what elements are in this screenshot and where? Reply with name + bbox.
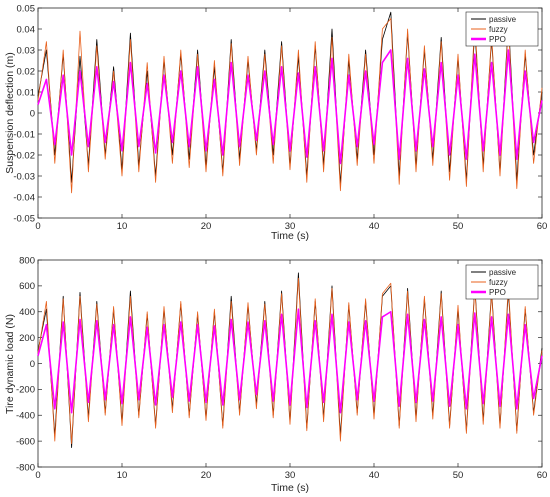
y-tick-label: -400	[16, 411, 35, 422]
x-tick-group: 0 10 20 30 40 50 60	[35, 260, 547, 481]
legend: passive fuzzy PPO	[465, 264, 539, 300]
legend-label-passive: passive	[489, 15, 517, 24]
y-tick-label: 800	[19, 255, 35, 266]
x-tick-label: 40	[369, 470, 380, 481]
y-tick-label: 200	[19, 333, 35, 344]
y-tick-label: -200	[16, 385, 35, 396]
x-tick-label: 20	[201, 221, 212, 232]
x-tick-label: 0	[35, 221, 40, 232]
x-tick-label: 0	[35, 470, 40, 481]
y-tick-label: 600	[19, 281, 35, 292]
legend-label-ppo: PPO	[489, 35, 506, 44]
y-axis-label: Tire dynamic load (N)	[4, 314, 16, 414]
tire-dynamic-load-panel: -800 -600 -400 -200 0 200 400 600 800 0 10 20 30 40 5…	[4, 255, 547, 494]
x-tick-label: 40	[369, 221, 380, 232]
legend-label-passive: passive	[489, 268, 517, 277]
x-tick-label: 20	[201, 470, 212, 481]
y-tick-label: -0.03	[13, 171, 35, 182]
y-tick-label: -0.04	[13, 192, 35, 203]
y-tick-label: -800	[16, 462, 35, 473]
x-axis-label: Time (s)	[271, 482, 309, 494]
series-line-ppo	[37, 49, 543, 165]
y-axis-label: Suspension deflection (m)	[4, 52, 16, 173]
legend-label-fuzzy: fuzzy	[489, 25, 508, 34]
x-tick-label: 30	[285, 221, 296, 232]
x-axis-label: Time (s)	[271, 230, 309, 242]
legend-label-ppo: PPO	[489, 288, 506, 297]
x-tick-label: 10	[117, 221, 128, 232]
y-tick-label: -0.01	[13, 129, 35, 140]
legend: passive fuzzy PPO	[465, 11, 539, 47]
series-group	[37, 272, 543, 448]
x-tick-label: 60	[537, 470, 548, 481]
y-tick-label: 0	[30, 108, 35, 119]
x-tick-label: 50	[453, 221, 464, 232]
y-tick-label: 0.02	[17, 66, 36, 77]
x-tick-label: 50	[453, 470, 464, 481]
series-line-fuzzy	[37, 18, 543, 194]
x-tick-label: 30	[285, 470, 296, 481]
series-line-ppo	[37, 308, 543, 414]
legend-label-fuzzy: fuzzy	[489, 278, 508, 287]
series-group	[37, 11, 543, 194]
y-tick-label: -600	[16, 436, 35, 447]
y-tick-label: -0.02	[13, 150, 35, 161]
x-tick-group: 0 10 20 30 40 50 60	[35, 8, 547, 232]
x-tick-label: 10	[117, 470, 128, 481]
y-tick-label: -0.05	[13, 213, 35, 224]
y-tick-label: 0.03	[17, 45, 36, 56]
suspension-deflection-panel: -0.05 -0.04 -0.03 -0.02 -0.01 0 0.01 0.02 0.03 0.…	[4, 3, 547, 242]
y-tick-group: -800 -600 -400 -200 0 200 400 600 800	[16, 255, 542, 473]
y-tick-group: -0.05 -0.04 -0.03 -0.02 -0.01 0 0.01 0.02 0.03 0.…	[13, 3, 542, 224]
y-tick-label: 0.05	[17, 3, 36, 14]
y-tick-label: 400	[19, 307, 35, 318]
y-tick-label: 0.01	[17, 87, 36, 98]
x-tick-label: 60	[537, 221, 548, 232]
y-tick-label: 0.04	[17, 24, 36, 35]
y-tick-label: 0	[30, 359, 35, 370]
series-line-fuzzy	[37, 277, 543, 445]
